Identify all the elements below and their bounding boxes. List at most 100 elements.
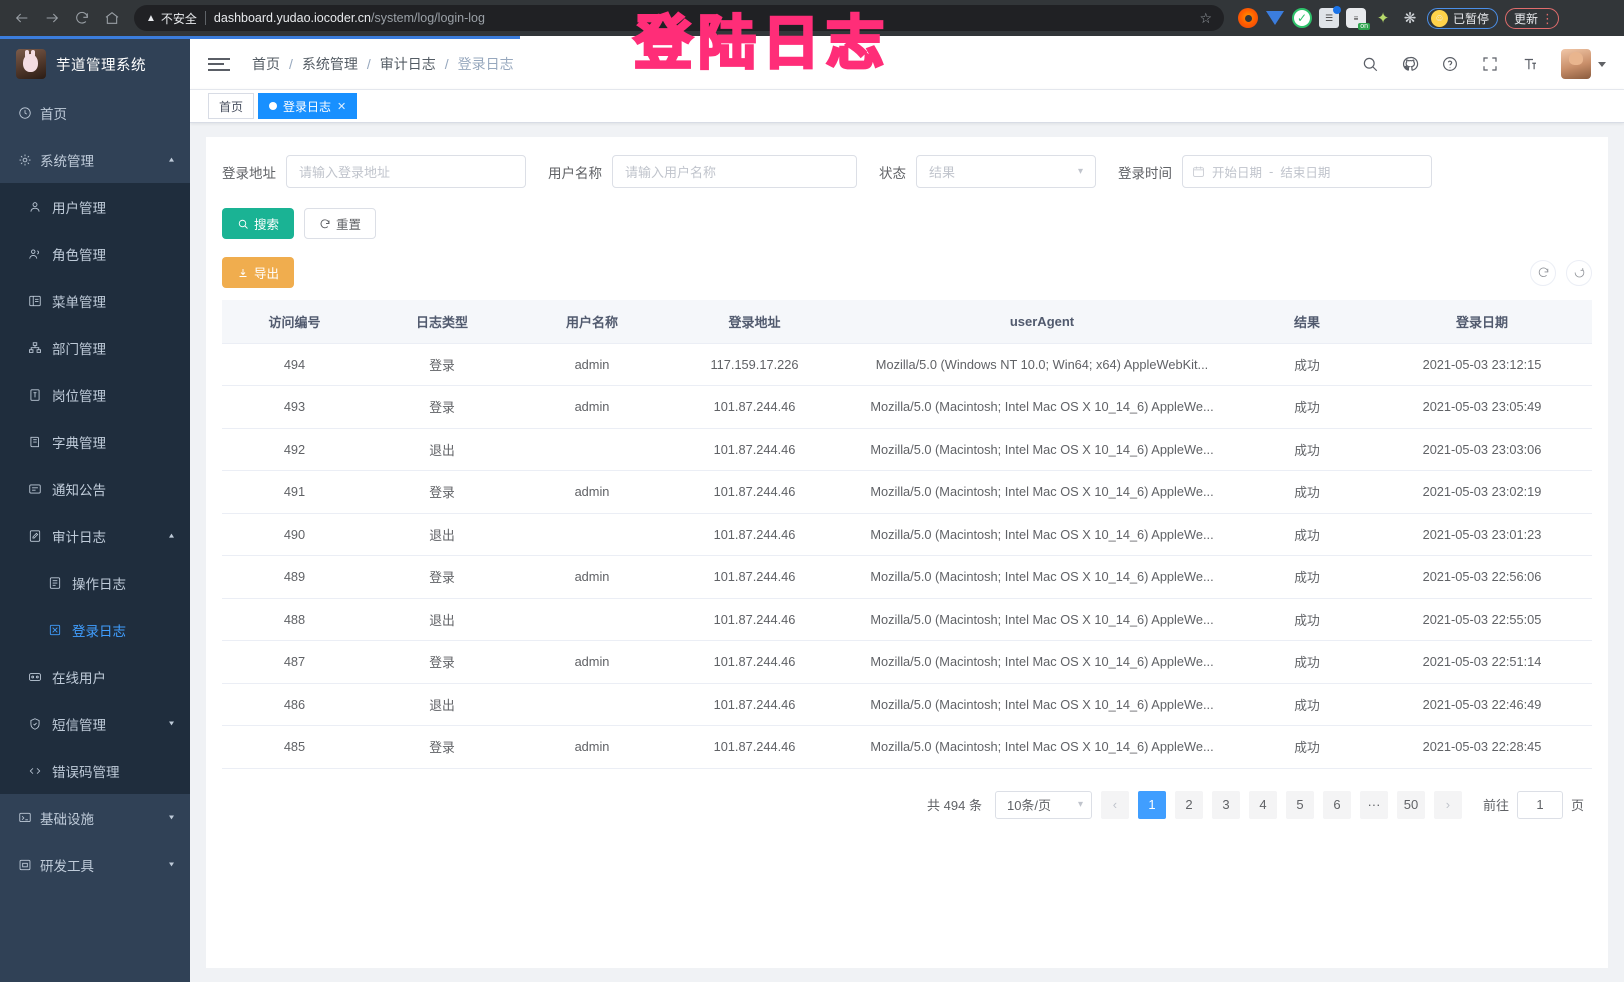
pagination-page-5[interactable]: 5 — [1285, 790, 1314, 819]
pin-ext-icon[interactable]: ✦ — [1376, 10, 1390, 27]
sidebar-item-login-log[interactable]: 登录日志 — [0, 606, 190, 653]
filter-label: 用户名称 — [548, 165, 602, 181]
cell-result: 成功 — [1242, 470, 1372, 514]
sidebar-item-error-code[interactable]: 错误码管理 — [0, 747, 190, 794]
login-address-input[interactable]: 请输入登录地址 — [286, 155, 526, 188]
start-date-input[interactable]: 开始日期 — [1212, 166, 1263, 180]
lines-ext-icon[interactable]: ≡ — [1346, 8, 1370, 30]
cell-useragent: Mozilla/5.0 (Macintosh; Intel Mac OS X 1… — [842, 385, 1242, 429]
sidebar-item-roles[interactable]: 角色管理 — [0, 230, 190, 277]
sidebar-item-dev-tools[interactable]: 研发工具 ▾ — [0, 841, 190, 888]
note-ext-icon[interactable]: ☰ — [1319, 6, 1341, 28]
search-icon[interactable] — [1361, 55, 1379, 73]
sidebar-brand[interactable]: 芋道管理系统 — [0, 39, 190, 89]
sidebar-item-users[interactable]: 用户管理 — [0, 183, 190, 230]
pagination-page-2[interactable]: 2 — [1174, 790, 1203, 819]
refresh-circle-icon[interactable] — [1530, 259, 1556, 286]
table-row[interactable]: 490 退出 101.87.244.46 Mozilla/5.0 (Macint… — [222, 513, 1592, 556]
table-row[interactable]: 494 登录 admin 117.159.17.226 Mozilla/5.0 … — [222, 343, 1592, 386]
end-date-input[interactable]: 结束日期 — [1280, 166, 1331, 180]
sidebar-item-infrastructure[interactable]: 基础设施 ▾ — [0, 794, 190, 841]
sidebar-item-notice[interactable]: 通知公告 — [0, 465, 190, 512]
sidebar-item-sms[interactable]: 短信管理 ▾ — [0, 700, 190, 747]
page-size-select[interactable]: 10条/页 ▾ — [994, 790, 1092, 819]
star-icon[interactable]: ☆ — [1199, 9, 1212, 26]
sidebar-item-label: 系统管理 — [40, 153, 94, 169]
sidebar-item-audit-log[interactable]: 审计日志 ▾ — [0, 512, 190, 559]
table-row[interactable]: 487 登录 admin 101.87.244.46 Mozilla/5.0 (… — [222, 640, 1592, 684]
pagination-page-4[interactable]: 4 — [1248, 790, 1277, 819]
diamond-ext-icon[interactable] — [1265, 8, 1285, 28]
tab-login-log[interactable]: 登录日志 ✕ — [258, 93, 358, 119]
breadcrumb-item-home[interactable]: 首页 — [252, 56, 280, 72]
column-header-result: 结果 — [1242, 300, 1372, 344]
tab-home[interactable]: 首页 — [208, 93, 255, 119]
sidebar-item-menus[interactable]: 菜单管理 — [0, 277, 190, 324]
reset-button[interactable]: 重置 — [304, 208, 377, 239]
font-size-icon[interactable] — [1521, 55, 1539, 73]
status-select[interactable]: 结果 ▾ — [916, 155, 1096, 188]
sidebar-item-label: 在线用户 — [52, 670, 106, 686]
cell-id: 494 — [222, 343, 367, 386]
avatar[interactable] — [1561, 49, 1606, 79]
close-icon[interactable]: ✕ — [337, 100, 347, 113]
user-name-input[interactable]: 请输入用户名称 — [612, 155, 857, 188]
puzzle-ext-icon[interactable]: ❋ — [1403, 10, 1417, 27]
fullscreen-icon[interactable] — [1481, 55, 1499, 73]
sidebar-item-home[interactable]: 首页 — [0, 89, 190, 136]
firefox-ext-icon[interactable] — [1238, 8, 1258, 28]
update-button[interactable]: 更新 ⋮ — [1505, 7, 1560, 29]
table-row[interactable]: 491 登录 admin 101.87.244.46 Mozilla/5.0 (… — [222, 470, 1592, 514]
hamburger-icon[interactable] — [208, 57, 230, 71]
pagination-prev[interactable]: ‹ — [1100, 790, 1129, 819]
table-row[interactable]: 493 登录 admin 101.87.244.46 Mozilla/5.0 (… — [222, 385, 1592, 429]
address-bar[interactable]: ▲ 不安全 dashboard.yudao.iocoder.cn/system/… — [134, 5, 1224, 31]
breadcrumb-item-system[interactable]: 系统管理 — [301, 56, 358, 72]
sidebar-item-departments[interactable]: 部门管理 — [0, 324, 190, 371]
pagination-page-1[interactable]: 1 — [1137, 790, 1166, 819]
forward-arrow-icon[interactable] — [38, 4, 66, 32]
back-arrow-icon[interactable] — [8, 4, 36, 32]
sidebar: 芋道管理系统 首页 系统管理 ▾ 用户管理 — [0, 39, 190, 982]
export-button[interactable]: 导出 — [222, 257, 295, 288]
sidebar-item-posts[interactable]: 岗位管理 — [0, 371, 190, 418]
table-row[interactable]: 488 退出 101.87.244.46 Mozilla/5.0 (Macint… — [222, 598, 1592, 641]
sidebar-item-label: 首页 — [40, 106, 67, 122]
pagination-ellipsis[interactable]: ··· — [1359, 790, 1388, 819]
wechat-ext-icon[interactable]: ✓ — [1292, 8, 1312, 28]
pagination-page-6[interactable]: 6 — [1322, 790, 1351, 819]
table-header-row: 访问编号 日志类型 用户名称 登录地址 userAgent 结果 登录日期 — [222, 300, 1592, 344]
sidebar-item-online-users[interactable]: 在线用户 — [0, 653, 190, 700]
sidebar-item-dictionary[interactable]: 字典管理 — [0, 418, 190, 465]
cell-ip: 101.87.244.46 — [667, 640, 842, 684]
filter-label: 状态 — [879, 165, 906, 181]
table-row[interactable]: 492 退出 101.87.244.46 Mozilla/5.0 (Macint… — [222, 428, 1592, 471]
cell-date: 2021-05-03 23:01:23 — [1372, 513, 1592, 556]
pagination-next[interactable]: › — [1433, 790, 1462, 819]
cell-useragent: Mozilla/5.0 (Macintosh; Intel Mac OS X 1… — [842, 640, 1242, 684]
cell-user — [517, 598, 667, 641]
pagination-page-3[interactable]: 3 — [1211, 790, 1240, 819]
columns-settings-icon[interactable] — [1566, 259, 1592, 286]
help-icon[interactable] — [1441, 55, 1459, 73]
goto-page-input[interactable]: 1 — [1516, 790, 1563, 819]
kebab-menu-icon[interactable]: ⋮ — [1541, 10, 1555, 26]
table-row[interactable]: 489 登录 admin 101.87.244.46 Mozilla/5.0 (… — [222, 555, 1592, 599]
table-row[interactable]: 485 登录 admin 101.87.244.46 Mozilla/5.0 (… — [222, 725, 1592, 769]
paused-status-button[interactable]: ☺ 已暂停 — [1427, 7, 1499, 29]
github-icon[interactable] — [1401, 55, 1419, 73]
cell-user: admin — [517, 725, 667, 769]
code-icon — [28, 764, 52, 778]
breadcrumb-item-audit[interactable]: 审计日志 — [379, 56, 436, 72]
home-icon[interactable] — [98, 4, 126, 32]
sidebar-item-operation-log[interactable]: 操作日志 — [0, 559, 190, 606]
sidebar-item-system[interactable]: 系统管理 ▾ — [0, 136, 190, 183]
tab-label: 登录日志 — [283, 99, 332, 114]
cell-useragent: Mozilla/5.0 (Macintosh; Intel Mac OS X 1… — [842, 555, 1242, 599]
pagination-page-50[interactable]: 50 — [1396, 790, 1425, 819]
login-time-daterange[interactable]: 开始日期 - 结束日期 — [1182, 155, 1432, 188]
search-button[interactable]: 搜索 — [222, 208, 295, 239]
chevron-down-icon: ▾ — [1077, 799, 1083, 810]
reload-icon[interactable] — [68, 4, 96, 32]
table-row[interactable]: 486 退出 101.87.244.46 Mozilla/5.0 (Macint… — [222, 683, 1592, 726]
